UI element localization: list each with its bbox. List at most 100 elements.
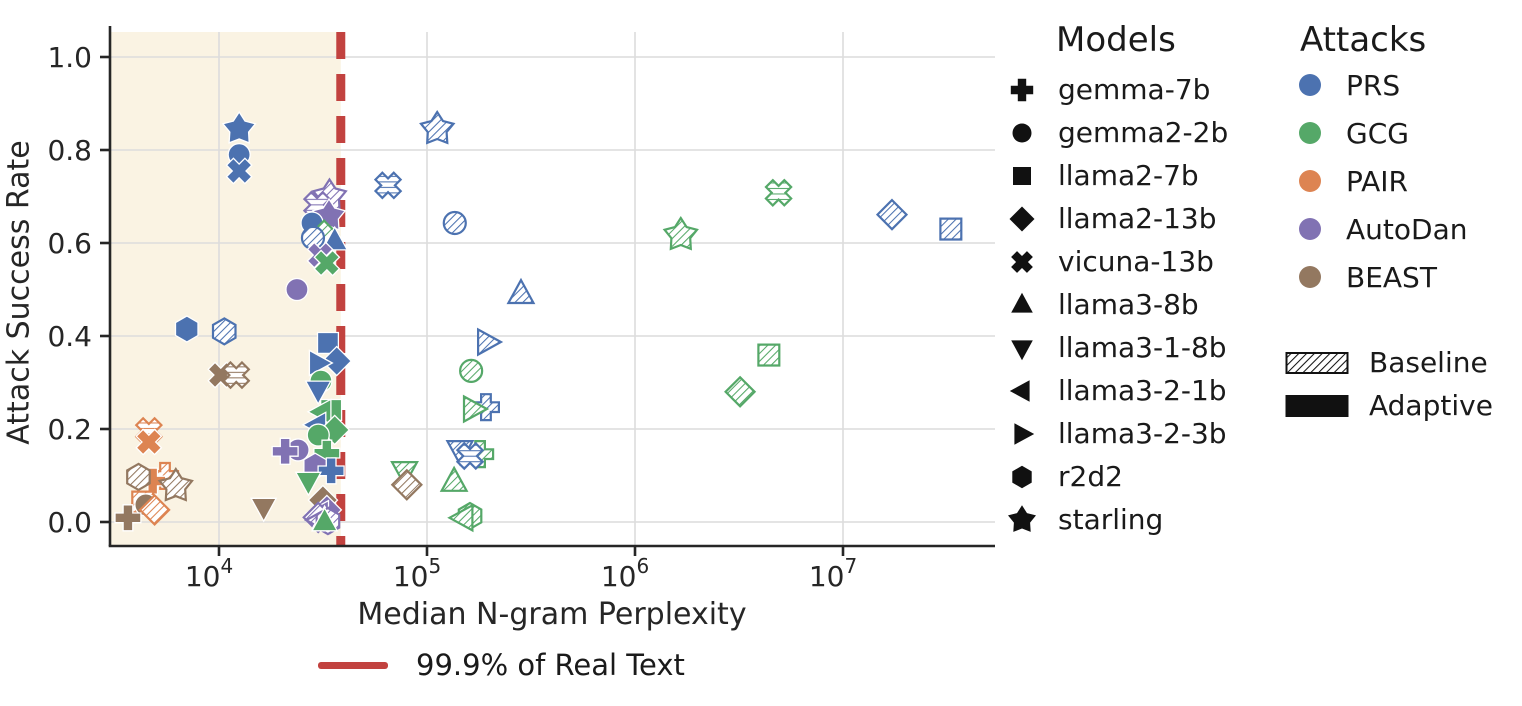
legend-item-model-llama3-1-8b: llama3-1-8b bbox=[1004, 326, 1228, 369]
legend-item-model-llama2-13b: llama2-13b bbox=[1004, 197, 1228, 240]
attacks-legend: PRS GCG PAIR AutoDan BEAST bbox=[1292, 61, 1467, 301]
attack-color-glyph bbox=[1299, 74, 1321, 96]
circle-icon bbox=[1292, 214, 1328, 244]
data-point-vicuna-13b-PAIR-adaptive bbox=[135, 428, 163, 456]
model-label: llama3-2-3b bbox=[1058, 417, 1227, 450]
data-point-llama3-8b-GCG-adaptive bbox=[311, 506, 339, 532]
circle-icon bbox=[1292, 262, 1328, 292]
square-shape bbox=[1013, 166, 1031, 185]
model-label: llama3-1-8b bbox=[1058, 331, 1227, 364]
triangle-up-icon bbox=[1004, 287, 1040, 323]
y-axis-label: Attack Success Rate bbox=[1, 140, 37, 445]
model-label: starling bbox=[1058, 503, 1164, 536]
diamond-glyph bbox=[1009, 206, 1035, 231]
data-point-llama3-1-8b-PRS-adaptive bbox=[304, 380, 332, 406]
square-glyph bbox=[1013, 166, 1031, 185]
attack-label: PAIR bbox=[1346, 164, 1408, 198]
threshold-line-swatch bbox=[318, 661, 388, 669]
data-point-llama3-8b-GCG-baseline bbox=[439, 465, 469, 492]
x-tick-exponent: 5 bbox=[428, 554, 441, 578]
threshold-legend: 99.9% of Real Text bbox=[318, 648, 685, 682]
legend-item-model-llama3-2-3b: llama3-2-3b bbox=[1004, 412, 1228, 455]
data-point-gemma-7b-AutoDan-adaptive bbox=[271, 437, 299, 465]
legend-item-model-r2d2: r2d2 bbox=[1004, 455, 1228, 498]
model-label: llama3-8b bbox=[1058, 288, 1199, 321]
triangle-left-icon bbox=[1004, 373, 1040, 409]
diamond-icon bbox=[1004, 201, 1040, 237]
hatched-swatch-icon bbox=[1285, 351, 1349, 374]
legend-item-attack-AutoDan: AutoDan bbox=[1292, 205, 1467, 253]
x-axis-label: Median N-gram Perplexity bbox=[357, 597, 747, 632]
y-tick-label: 0.6 bbox=[47, 227, 92, 260]
legend-item-attack-BEAST: BEAST bbox=[1292, 253, 1467, 301]
data-point-llama2-7b-GCG-baseline bbox=[757, 343, 781, 367]
legend-item-style-Baseline: Baseline bbox=[1285, 341, 1493, 384]
legend-item-model-llama3-8b: llama3-8b bbox=[1004, 283, 1228, 326]
data-points bbox=[114, 109, 963, 536]
legend-item-attack-GCG: GCG bbox=[1292, 109, 1467, 157]
data-point-llama2-13b-PRS-adaptive bbox=[321, 345, 353, 377]
legend-item-model-llama2-7b: llama2-7b bbox=[1004, 154, 1228, 197]
data-point-vicuna-13b-PRS-baseline bbox=[373, 171, 403, 200]
plus-icon bbox=[1004, 72, 1040, 108]
triangle-up-glyph bbox=[1011, 292, 1033, 313]
star-glyph bbox=[1008, 504, 1036, 532]
legend-item-style-Adaptive: Adaptive bbox=[1285, 384, 1493, 427]
attack-color-dot bbox=[1299, 266, 1321, 288]
y-tick-label: 0.0 bbox=[47, 506, 92, 539]
data-point-starling-BEAST-baseline bbox=[157, 467, 194, 502]
style-label: Baseline bbox=[1369, 346, 1488, 379]
x-tick-exponent: 6 bbox=[636, 554, 649, 578]
data-point-r2d2-PRS-baseline bbox=[211, 317, 237, 346]
data-point-llama3-2-3b-PRS-adaptive bbox=[308, 349, 334, 377]
y-tick-label: 0.2 bbox=[47, 413, 92, 446]
legend-item-model-vicuna-13b: vicuna-13b bbox=[1004, 240, 1228, 283]
diamond-shape bbox=[1009, 206, 1035, 231]
x-tick-label: 105 bbox=[393, 554, 441, 593]
y-tick-label: 0.4 bbox=[47, 320, 92, 353]
circle-glyph bbox=[1012, 123, 1032, 142]
data-point-llama3-1-8b-BEAST-adaptive bbox=[250, 497, 278, 523]
data-point-llama2-13b-GCG-baseline bbox=[724, 375, 757, 408]
data-point-gemma2-2b-GCG-baseline bbox=[459, 358, 484, 383]
solid-swatch-icon bbox=[1285, 394, 1349, 417]
x-tick-label: 107 bbox=[809, 554, 857, 593]
attack-label: AutoDan bbox=[1346, 212, 1468, 246]
data-point-llama3-8b-PRS-adaptive bbox=[321, 225, 349, 251]
data-point-llama2-7b-PRS-baseline bbox=[939, 217, 963, 241]
model-label: gemma-7b bbox=[1058, 73, 1211, 106]
model-label: llama3-2-1b bbox=[1058, 374, 1227, 407]
data-point-vicuna-13b-GCG-adaptive bbox=[313, 249, 341, 277]
style-label: Adaptive bbox=[1369, 389, 1493, 422]
model-label: gemma2-2b bbox=[1058, 116, 1229, 149]
attack-color-glyph bbox=[1299, 170, 1321, 192]
model-label: llama2-7b bbox=[1058, 159, 1199, 192]
circle-icon bbox=[1292, 166, 1328, 196]
attack-label: BEAST bbox=[1346, 260, 1437, 294]
data-point-llama3-1-8b-GCG-adaptive bbox=[294, 471, 322, 497]
y-tick-label: 1.0 bbox=[47, 41, 92, 74]
model-label: r2d2 bbox=[1058, 460, 1123, 493]
data-point-llama3-2-1b-GCG-baseline bbox=[447, 503, 474, 533]
attack-color-glyph bbox=[1299, 122, 1321, 144]
models-legend: gemma-7b gemma2-2b llama2-7b llama2-13b vicu… bbox=[1004, 68, 1228, 541]
legend-item-model-gemma2-2b: gemma2-2b bbox=[1004, 111, 1228, 154]
star-icon bbox=[1004, 502, 1040, 538]
data-point-llama2-13b-BEAST-baseline bbox=[390, 468, 423, 501]
data-point-vicuna-13b-PRS-adaptive bbox=[225, 157, 253, 185]
legend-item-model-gemma-7b: gemma-7b bbox=[1004, 68, 1228, 111]
triangle-left-shape bbox=[1009, 379, 1030, 402]
data-point-starling-PRS-baseline bbox=[419, 109, 456, 145]
triangle-left-glyph bbox=[1009, 379, 1030, 402]
circle-shape bbox=[1012, 123, 1032, 142]
legend-item-model-starling: starling bbox=[1004, 498, 1228, 541]
x-tick-label: 104 bbox=[185, 554, 233, 593]
y-tick-label: 0.8 bbox=[47, 134, 92, 167]
triangle-up-shape bbox=[1011, 292, 1033, 313]
model-label: llama2-13b bbox=[1058, 202, 1217, 235]
plus-glyph bbox=[1010, 78, 1034, 101]
triangle-down-shape bbox=[1011, 339, 1033, 360]
legend-item-attack-PAIR: PAIR bbox=[1292, 157, 1467, 205]
